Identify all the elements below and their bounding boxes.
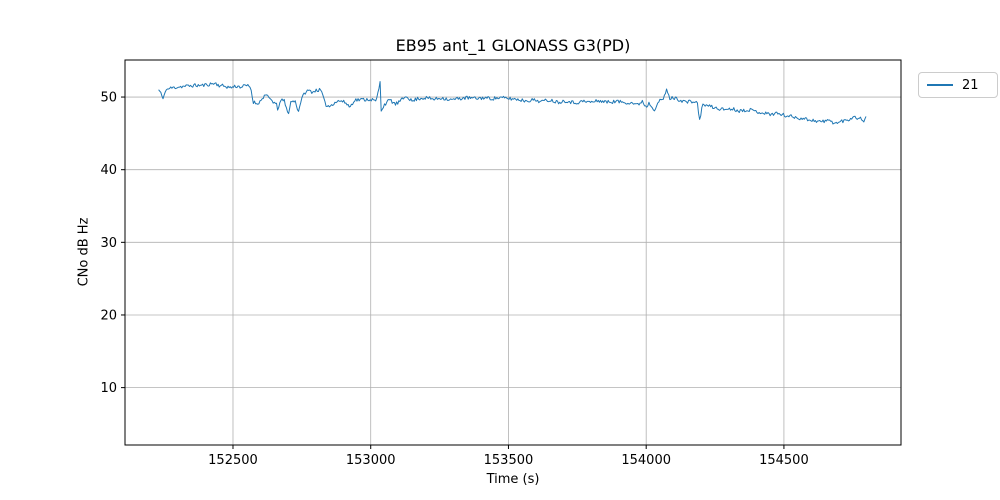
y-tick-label: 50 <box>100 91 117 106</box>
x-tick-label: 154000 <box>621 453 671 468</box>
data-line-series-21 <box>158 81 867 125</box>
x-tick-label: 153000 <box>346 453 396 468</box>
legend-line-sample <box>927 84 953 86</box>
x-tick-label: 152500 <box>208 453 258 468</box>
axes-spines <box>124 59 902 446</box>
y-axis-label: CNo dB Hz <box>76 217 92 287</box>
y-tick-label: 10 <box>100 381 117 396</box>
chart-title: EB95 ant_1 GLONASS G3(PD) <box>395 36 631 55</box>
legend: 21 <box>918 72 998 98</box>
y-tick-label: 30 <box>100 236 117 251</box>
x-tick-label: 153500 <box>484 453 534 468</box>
y-tick-label: 40 <box>100 163 117 178</box>
legend-label: 21 <box>962 77 979 93</box>
x-axis-label: Time (s) <box>486 472 540 487</box>
x-tick-label: 154500 <box>759 453 809 468</box>
y-tick-label: 20 <box>100 308 117 323</box>
